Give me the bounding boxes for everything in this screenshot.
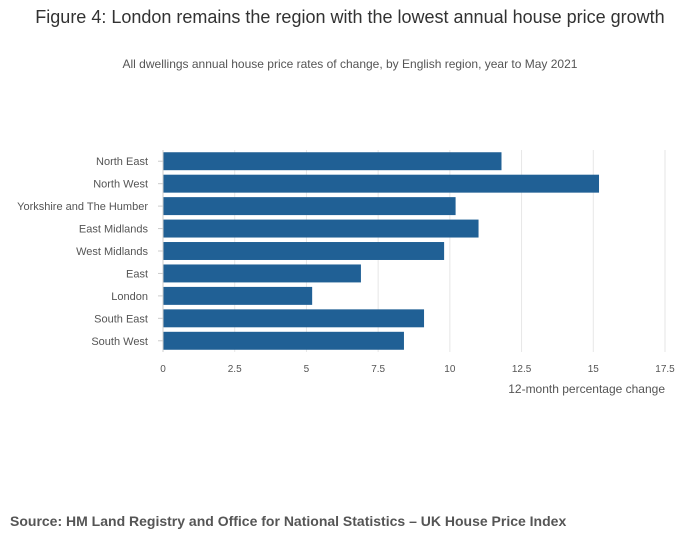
chart-title: Figure 4: London remains the region with… xyxy=(35,7,665,27)
category-label: South West xyxy=(91,336,148,348)
bar xyxy=(163,331,404,350)
x-tick-label: 12.5 xyxy=(512,364,532,375)
category-label: North West xyxy=(93,179,148,191)
x-axis-title: 12-month percentage change xyxy=(508,382,665,396)
category-label: South East xyxy=(94,313,148,325)
bar xyxy=(163,264,361,283)
bar xyxy=(163,219,479,238)
bar xyxy=(163,174,600,193)
category-label: Yorkshire and The Humber xyxy=(17,201,148,213)
category-label: North East xyxy=(96,156,148,168)
bar xyxy=(163,309,425,328)
bar xyxy=(163,152,502,171)
category-label: West Midlands xyxy=(76,246,148,258)
source-note: Source: HM Land Registry and Office for … xyxy=(10,513,567,529)
bar xyxy=(163,286,313,305)
x-tick-label: 17.5 xyxy=(655,364,675,375)
chart-subtitle: All dwellings annual house price rates o… xyxy=(122,57,578,71)
category-label: East Midlands xyxy=(79,224,149,236)
x-tick-label: 10 xyxy=(444,364,456,375)
x-tick-label: 7.5 xyxy=(371,364,385,375)
x-tick-label: 0 xyxy=(160,364,166,375)
bar xyxy=(163,197,456,216)
x-tick-label: 15 xyxy=(588,364,600,375)
x-tick-label: 2.5 xyxy=(228,364,242,375)
bar xyxy=(163,242,445,260)
category-label: London xyxy=(111,291,148,303)
category-label: East xyxy=(126,268,148,280)
x-tick-label: 5 xyxy=(304,364,310,375)
